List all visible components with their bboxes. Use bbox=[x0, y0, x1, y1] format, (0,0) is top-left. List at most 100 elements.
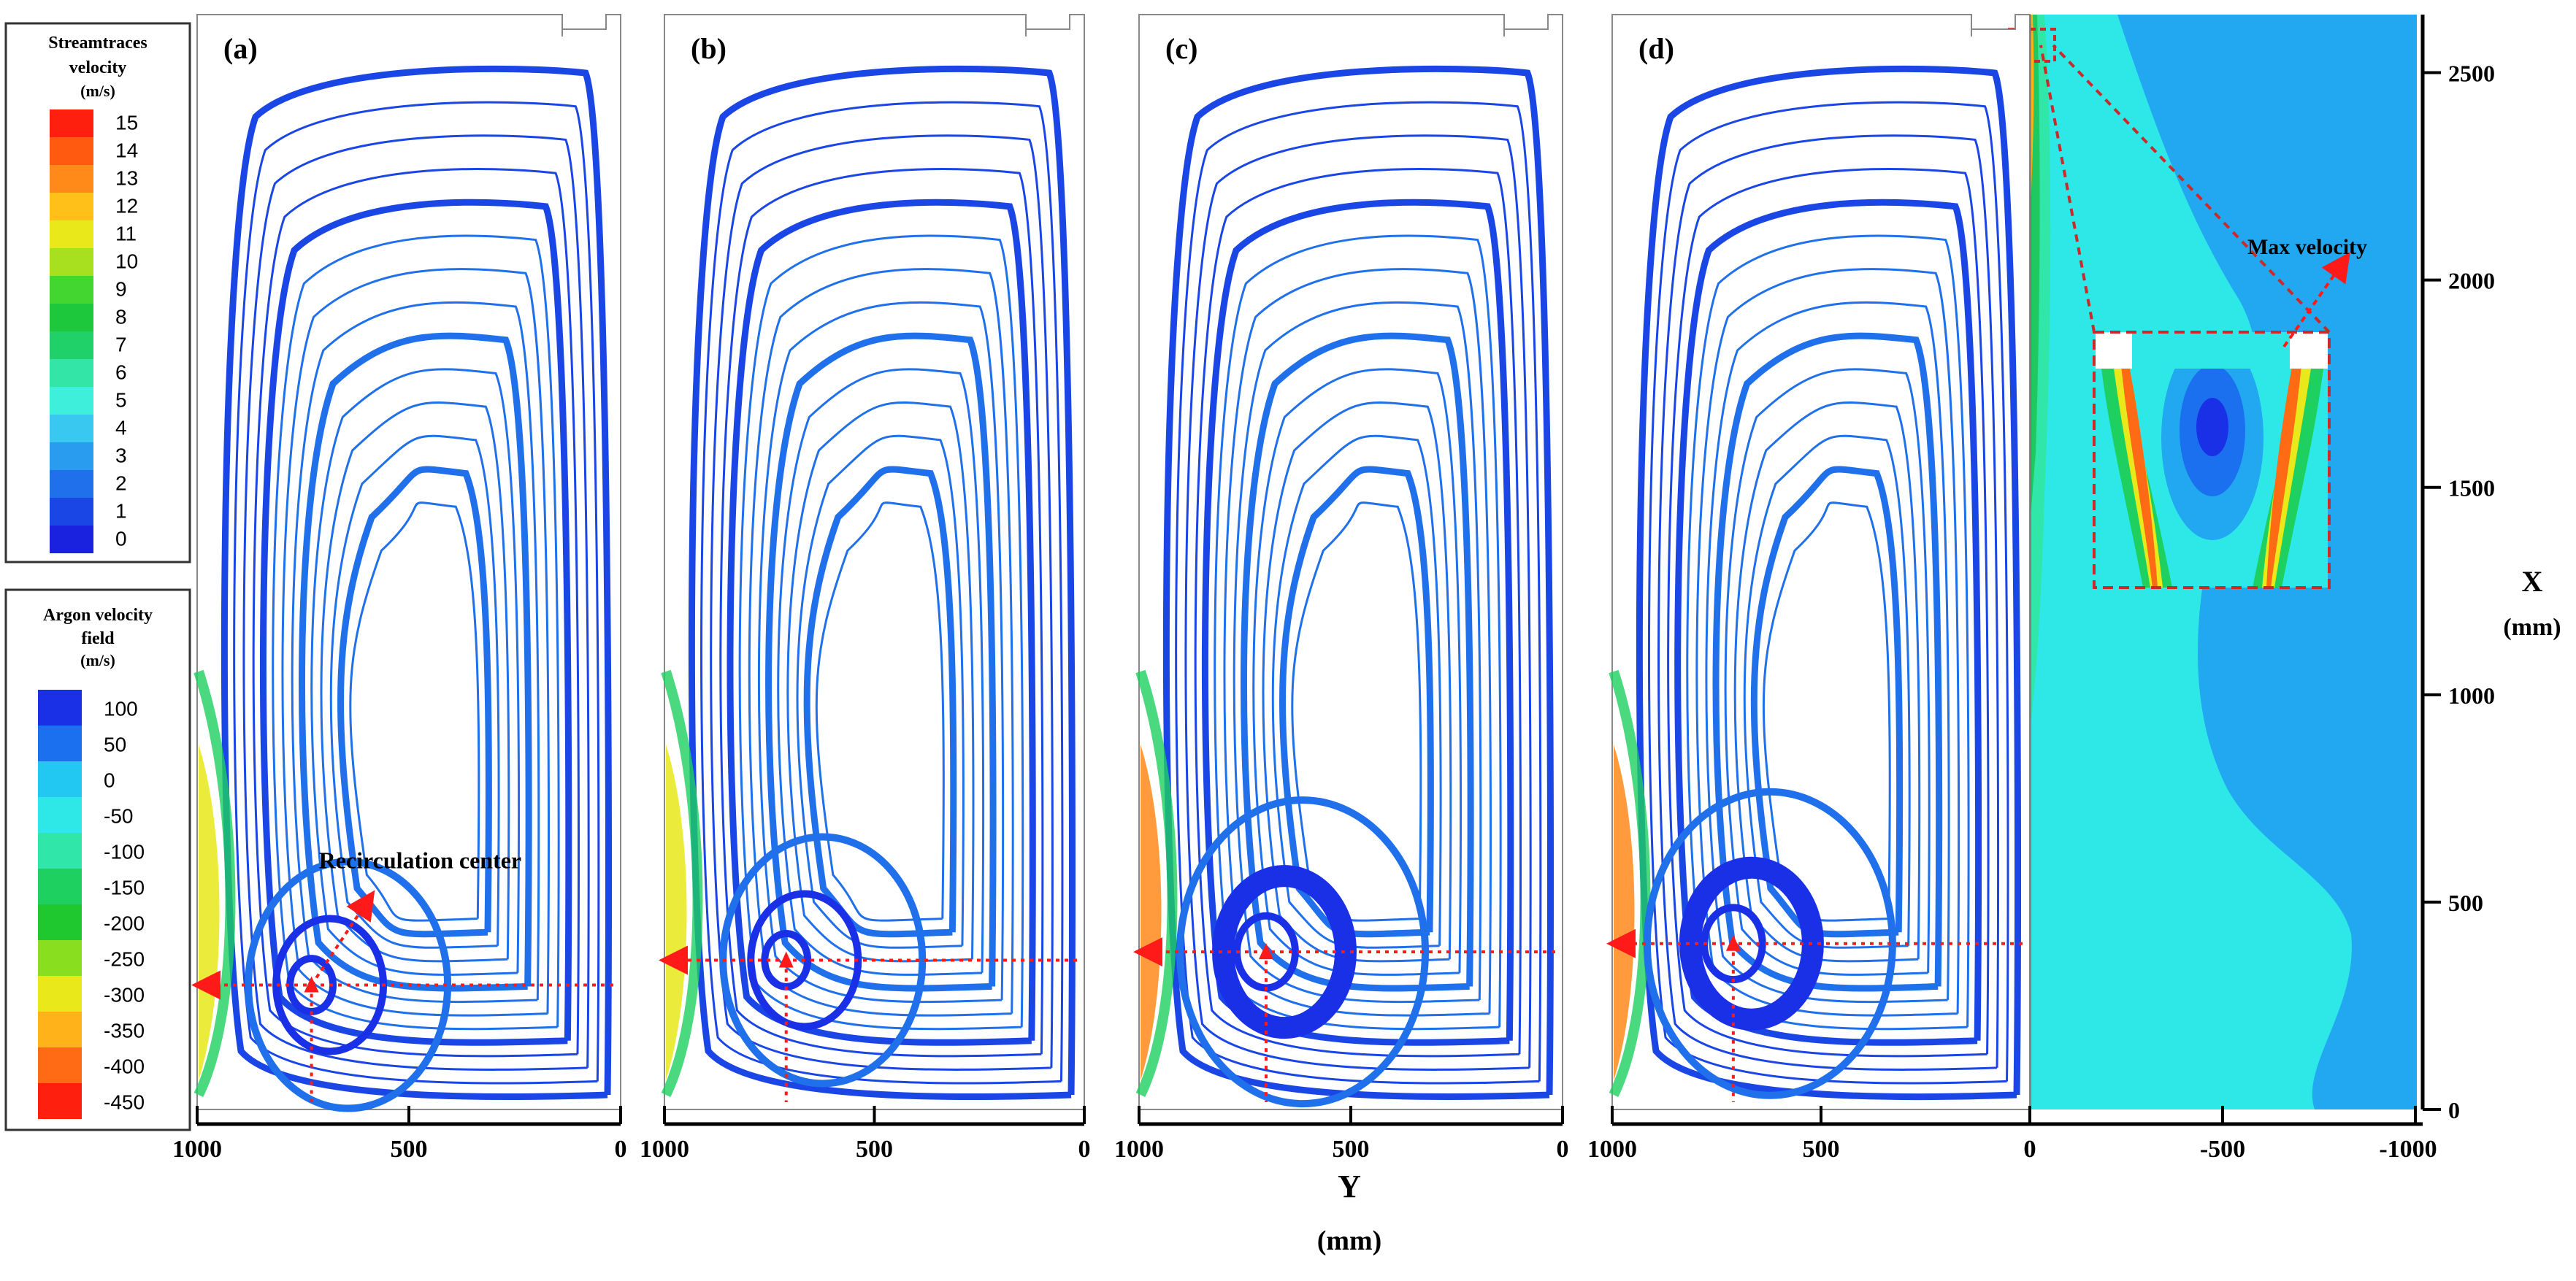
legend-level-label: -200 bbox=[104, 912, 145, 934]
legend-streamtraces-title-3: (m/s) bbox=[80, 82, 115, 100]
x-tick-label: 1000 bbox=[1587, 1136, 1637, 1163]
y-tick-label: 2500 bbox=[2448, 61, 2495, 87]
x-tick-label: 0 bbox=[1557, 1136, 1569, 1163]
legend-level-label: 0 bbox=[115, 527, 127, 550]
x-axis-label: Y bbox=[1338, 1169, 1361, 1204]
legend-level-label: 2 bbox=[115, 472, 127, 494]
streamline bbox=[796, 434, 965, 949]
legend-swatch bbox=[50, 415, 93, 442]
legend-swatch bbox=[38, 1083, 82, 1119]
panel-label: (b) bbox=[691, 32, 727, 65]
legend-level-label: -450 bbox=[104, 1090, 145, 1113]
streamline bbox=[1194, 168, 1522, 1058]
streamline bbox=[1162, 65, 1555, 1101]
y-tick-label: 500 bbox=[2448, 890, 2483, 916]
x-tick-label: -500 bbox=[2200, 1136, 2245, 1163]
streamline bbox=[786, 401, 975, 963]
legend-level-label: 14 bbox=[115, 139, 138, 161]
streamline bbox=[1712, 332, 1943, 992]
wall-jet-band bbox=[666, 745, 687, 1080]
streamline bbox=[1743, 434, 1911, 949]
legend-swatch bbox=[50, 109, 93, 137]
legend-level-label: 6 bbox=[115, 361, 127, 383]
streamline bbox=[1636, 65, 2022, 1101]
legend-swatch bbox=[50, 526, 93, 553]
legend-swatch bbox=[38, 904, 82, 940]
legend-level-label: 5 bbox=[115, 388, 127, 411]
center-marker bbox=[1725, 934, 1741, 951]
x-tick-label: 1000 bbox=[172, 1136, 222, 1163]
vortex-ring bbox=[1176, 796, 1429, 1108]
legend-level-label: 15 bbox=[115, 111, 138, 134]
max-velocity-label: Max velocity bbox=[2247, 235, 2367, 259]
legend-swatch bbox=[38, 940, 82, 976]
streamline bbox=[1750, 466, 1904, 938]
y-tick-label: 2000 bbox=[2448, 268, 2495, 294]
right-y-axis: X (mm) 0 500 1000 1500 2000 2500 0 -500 -1000 bbox=[2024, 15, 2561, 1163]
legend-swatch bbox=[38, 1047, 82, 1083]
legend-level-label: 11 bbox=[115, 222, 137, 245]
streamline bbox=[738, 234, 1024, 1031]
x-tick-label: 0 bbox=[2024, 1136, 2036, 1163]
legend-level-label: 100 bbox=[104, 697, 138, 720]
streamline bbox=[1252, 368, 1462, 976]
streamline bbox=[291, 301, 540, 1004]
legend-streamtraces-title-1: Streamtraces bbox=[48, 34, 147, 53]
recirculation-center-label: Recirculation center bbox=[319, 847, 522, 874]
legend-swatch bbox=[50, 165, 93, 193]
x-tick-label: 1000 bbox=[640, 1136, 689, 1163]
streamline bbox=[242, 134, 590, 1071]
wall-jet-band-edge bbox=[661, 669, 703, 1098]
streamline bbox=[815, 501, 945, 922]
y-axis-unit: (mm) bbox=[2503, 614, 2561, 641]
x-tick-label: 0 bbox=[1078, 1136, 1091, 1163]
y-axis-label: X bbox=[2522, 565, 2543, 598]
streamline bbox=[757, 301, 1005, 1004]
legend-level-label: -350 bbox=[104, 1019, 145, 1042]
streamline bbox=[298, 332, 532, 992]
streamline bbox=[349, 501, 480, 922]
legend-swatch bbox=[50, 331, 93, 359]
panel-d: (d) 1000 500 0 bbox=[1587, 14, 2036, 1163]
streamline bbox=[1184, 134, 1532, 1071]
x-tick-label: -1000 bbox=[2379, 1136, 2437, 1163]
x-tick-label: 500 bbox=[856, 1136, 893, 1163]
legend-swatch bbox=[50, 304, 93, 331]
y-tick-label: 1500 bbox=[2448, 475, 2495, 501]
streamline bbox=[252, 168, 580, 1058]
streamline bbox=[1705, 301, 1950, 1004]
wall-jet-band-edge bbox=[1135, 669, 1178, 1098]
wall-jet-band bbox=[1614, 745, 1635, 1080]
streamline bbox=[1279, 466, 1434, 938]
x-tick-label: 0 bbox=[615, 1136, 627, 1163]
wall-jet-band bbox=[1141, 745, 1162, 1080]
streamline bbox=[1733, 401, 1921, 963]
legend-swatch bbox=[38, 726, 82, 761]
legend-argon-title-3: (m/s) bbox=[80, 651, 115, 669]
legend-swatch bbox=[38, 761, 82, 797]
legend-swatch bbox=[38, 869, 82, 904]
legend-level-label: 9 bbox=[115, 277, 127, 300]
legend-swatch bbox=[50, 248, 93, 276]
legend-swatch bbox=[38, 797, 82, 833]
streamline bbox=[1657, 134, 2000, 1071]
legend-swatch bbox=[50, 387, 93, 415]
legend-swatch bbox=[50, 442, 93, 470]
legend-swatch bbox=[38, 833, 82, 869]
wall-jet-band-edge bbox=[1609, 669, 1651, 1098]
x-axis-titles: Y (mm) bbox=[1317, 1169, 1382, 1256]
legend-level-label: 8 bbox=[115, 305, 127, 328]
legend-streamtraces: Streamtraces velocity (m/s) 151413121110… bbox=[4, 22, 191, 563]
center-callout-arrow bbox=[310, 890, 375, 986]
vortex-ring bbox=[245, 858, 452, 1112]
vortex-ring bbox=[1679, 856, 1824, 1031]
legend-swatch bbox=[50, 193, 93, 220]
panel-label: (c) bbox=[1165, 32, 1197, 65]
wall-jet-band-edge bbox=[193, 669, 236, 1098]
legend-level-label: 13 bbox=[115, 166, 138, 189]
x-tick-label: 0 bbox=[2024, 1136, 2036, 1163]
legend-swatch bbox=[50, 498, 93, 526]
streamline bbox=[337, 466, 492, 938]
legend-argon-title-2: field bbox=[81, 629, 115, 648]
